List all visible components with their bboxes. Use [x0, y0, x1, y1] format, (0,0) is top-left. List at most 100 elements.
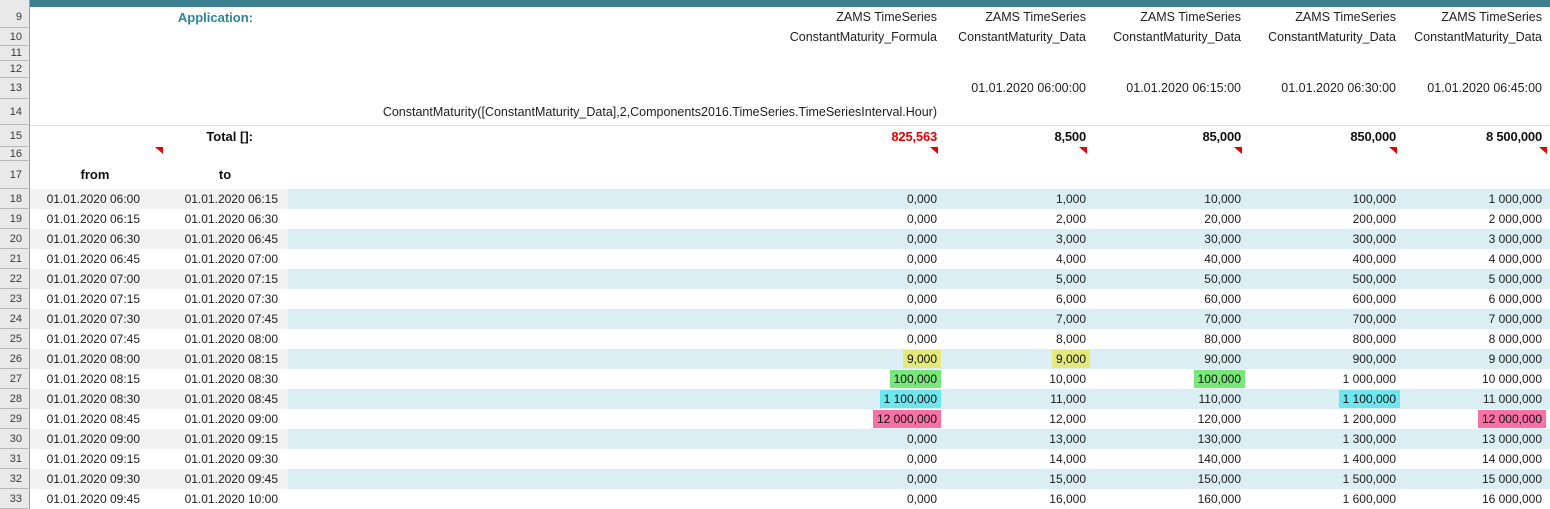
data-value-cell[interactable]: 13,000: [1049, 432, 1086, 446]
data-value-cell[interactable]: 16,000: [1049, 492, 1086, 506]
data-value-cell[interactable]: 100,000: [1352, 192, 1396, 206]
data-value-cell[interactable]: 70,000: [1204, 312, 1241, 326]
from-cell[interactable]: 01.01.2020 07:15: [46, 292, 140, 306]
data-value-cell[interactable]: 600,000: [1352, 292, 1396, 306]
from-cell[interactable]: 01.01.2020 06:30: [46, 232, 140, 246]
from-cell[interactable]: 01.01.2020 09:30: [46, 472, 140, 486]
row-number-cell[interactable]: 12: [0, 61, 28, 78]
total-value-cell[interactable]: 8 500,000: [1485, 129, 1542, 144]
from-cell[interactable]: 01.01.2020 07:45: [46, 332, 140, 346]
app-title-cell[interactable]: ZAMS TimeSeries: [1140, 10, 1241, 24]
to-cell[interactable]: 01.01.2020 06:30: [184, 212, 278, 226]
data-value-cell[interactable]: 2 000,000: [1488, 212, 1542, 226]
formula-value-cell[interactable]: 0,000: [906, 272, 937, 286]
from-header[interactable]: from: [80, 167, 110, 182]
from-cell[interactable]: 01.01.2020 09:00: [46, 432, 140, 446]
to-cell[interactable]: 01.01.2020 08:30: [184, 372, 278, 386]
data-value-cell[interactable]: 140,000: [1197, 452, 1241, 466]
date-header-cell[interactable]: 01.01.2020 06:30:00: [1281, 81, 1396, 95]
row-number-cell[interactable]: 33: [0, 489, 28, 509]
row-number-cell[interactable]: 17: [0, 161, 28, 189]
to-cell[interactable]: 01.01.2020 07:15: [184, 272, 278, 286]
data-value-cell[interactable]: 10,000: [1049, 372, 1086, 386]
row-number-cell[interactable]: 19: [0, 209, 28, 229]
formula-value-cell[interactable]: 0,000: [906, 232, 937, 246]
from-cell[interactable]: 01.01.2020 08:30: [46, 392, 140, 406]
data-value-cell[interactable]: 1 400,000: [1342, 452, 1396, 466]
data-value-cell[interactable]: 900,000: [1352, 352, 1396, 366]
formula-value-cell[interactable]: 0,000: [906, 292, 937, 306]
data-value-cell[interactable]: 2,000: [1055, 212, 1086, 226]
data-value-cell[interactable]: 9,000: [941, 349, 1090, 369]
formula-value-cell[interactable]: 0,000: [906, 212, 937, 226]
formula-value-cell[interactable]: 9,000: [288, 349, 941, 369]
formula-value-cell[interactable]: 0,000: [906, 492, 937, 506]
data-value-cell[interactable]: 120,000: [1197, 412, 1241, 426]
data-value-cell[interactable]: 7,000: [1055, 312, 1086, 326]
application-label[interactable]: Application:: [177, 10, 253, 25]
data-value-cell[interactable]: 14,000: [1049, 452, 1086, 466]
to-cell[interactable]: 01.01.2020 06:45: [184, 232, 278, 246]
row-number-cell[interactable]: 31: [0, 449, 28, 469]
data-value-cell[interactable]: 500,000: [1352, 272, 1396, 286]
col-subtitle-cell[interactable]: ConstantMaturity_Data: [1268, 30, 1396, 44]
app-title-cell[interactable]: ZAMS TimeSeries: [836, 10, 937, 24]
to-cell[interactable]: 01.01.2020 10:00: [184, 492, 278, 506]
data-value-cell[interactable]: 150,000: [1197, 472, 1241, 486]
to-cell[interactable]: 01.01.2020 09:30: [184, 452, 278, 466]
formula-value-cell[interactable]: 100,000: [288, 369, 941, 389]
row-number-cell[interactable]: 14: [0, 99, 28, 125]
from-cell[interactable]: 01.01.2020 07:00: [46, 272, 140, 286]
col-subtitle-cell[interactable]: ConstantMaturity_Data: [1113, 30, 1241, 44]
row-number-cell[interactable]: 25: [0, 329, 28, 349]
row-number-cell[interactable]: 15: [0, 125, 28, 147]
data-value-cell[interactable]: 12 000,000: [1400, 409, 1550, 429]
row-number-cell[interactable]: 24: [0, 309, 28, 329]
row-number-cell[interactable]: 21: [0, 249, 28, 269]
data-value-cell[interactable]: 90,000: [1204, 352, 1241, 366]
row-number-cell[interactable]: 22: [0, 269, 28, 289]
data-value-cell[interactable]: 80,000: [1204, 332, 1241, 346]
to-cell[interactable]: 01.01.2020 07:00: [184, 252, 278, 266]
formula-value-cell[interactable]: 0,000: [906, 472, 937, 486]
total-value-cell[interactable]: 8,500: [1054, 129, 1086, 144]
data-value-cell[interactable]: 6 000,000: [1488, 292, 1542, 306]
data-value-cell[interactable]: 800,000: [1352, 332, 1396, 346]
data-value-cell[interactable]: 12,000: [1049, 412, 1086, 426]
to-cell[interactable]: 01.01.2020 09:00: [184, 412, 278, 426]
data-value-cell[interactable]: 130,000: [1197, 432, 1241, 446]
to-cell[interactable]: 01.01.2020 09:45: [184, 472, 278, 486]
from-cell[interactable]: 01.01.2020 08:15: [46, 372, 140, 386]
data-value-cell[interactable]: 7 000,000: [1488, 312, 1542, 326]
row-number-cell[interactable]: 26: [0, 349, 28, 369]
data-value-cell[interactable]: 1 600,000: [1342, 492, 1396, 506]
data-value-cell[interactable]: 30,000: [1204, 232, 1241, 246]
data-value-cell[interactable]: 10,000: [1204, 192, 1241, 206]
data-value-cell[interactable]: 50,000: [1204, 272, 1241, 286]
to-cell[interactable]: 01.01.2020 08:15: [184, 352, 278, 366]
row-number-cell[interactable]: 20: [0, 229, 28, 249]
data-value-cell[interactable]: 8,000: [1055, 332, 1086, 346]
date-header-cell[interactable]: 01.01.2020 06:45:00: [1427, 81, 1542, 95]
data-value-cell[interactable]: 6,000: [1055, 292, 1086, 306]
data-value-cell[interactable]: 400,000: [1352, 252, 1396, 266]
to-cell[interactable]: 01.01.2020 06:15: [184, 192, 278, 206]
data-value-cell[interactable]: 11 000,000: [1482, 392, 1542, 406]
data-value-cell[interactable]: 15,000: [1049, 472, 1086, 486]
from-cell[interactable]: 01.01.2020 06:00: [46, 192, 140, 206]
to-cell[interactable]: 01.01.2020 07:45: [184, 312, 278, 326]
data-value-cell[interactable]: 5,000: [1055, 272, 1086, 286]
data-value-cell[interactable]: 300,000: [1352, 232, 1396, 246]
row-number-cell[interactable]: 16: [0, 147, 28, 161]
formula-value-cell[interactable]: 1 100,000: [288, 389, 941, 409]
data-value-cell[interactable]: 9 000,000: [1488, 352, 1542, 366]
data-value-cell[interactable]: 1,000: [1055, 192, 1086, 206]
data-value-cell[interactable]: 11,000: [1050, 392, 1086, 406]
formula-value-cell[interactable]: 0,000: [906, 312, 937, 326]
data-value-cell[interactable]: 4 000,000: [1488, 252, 1542, 266]
data-value-cell[interactable]: 14 000,000: [1481, 452, 1542, 466]
row-number-cell[interactable]: 18: [0, 189, 28, 209]
col-subtitle-cell[interactable]: ConstantMaturity_Data: [1414, 30, 1542, 44]
data-value-cell[interactable]: 110,000: [1198, 392, 1242, 406]
data-value-cell[interactable]: 3,000: [1055, 232, 1086, 246]
